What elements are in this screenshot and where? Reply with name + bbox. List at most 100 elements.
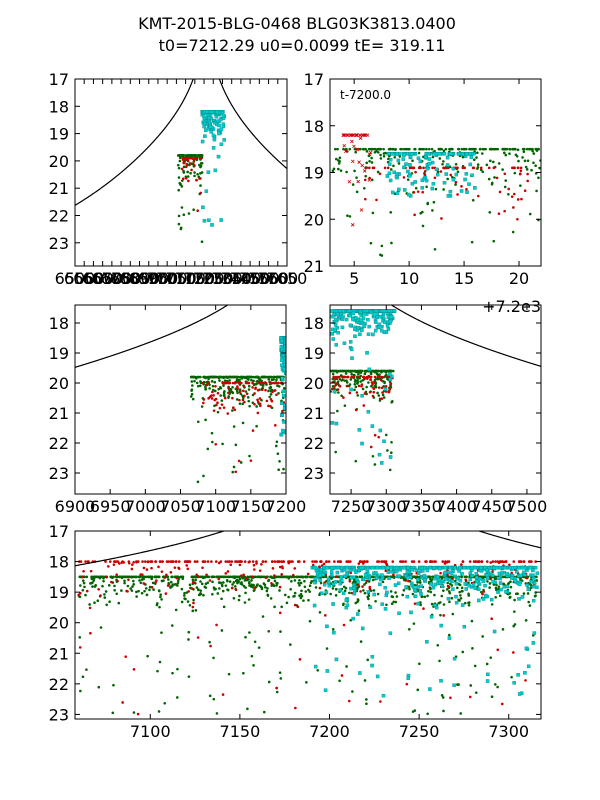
data-point-red xyxy=(368,176,371,180)
data-point-green xyxy=(138,579,141,582)
data-point-cyan xyxy=(470,565,474,570)
data-point-red xyxy=(260,562,263,566)
data-point-cyan xyxy=(462,565,467,570)
data-point-green xyxy=(389,168,393,171)
data-point-green xyxy=(300,594,304,598)
data-point-green xyxy=(150,575,154,579)
data-point-green xyxy=(467,601,470,605)
data-point-cyan xyxy=(338,314,342,319)
data-point-green xyxy=(364,147,367,151)
y-tick-label: 19 xyxy=(49,125,69,144)
data-point-green xyxy=(319,581,323,585)
data-point-cyan xyxy=(424,178,429,183)
data-point-cyan xyxy=(214,115,219,119)
data-point-cyan xyxy=(395,152,399,156)
data-point-green xyxy=(223,379,227,382)
data-point-cyan xyxy=(332,320,337,324)
data-point-cyan xyxy=(371,332,375,337)
x-tick-label: 10 xyxy=(399,269,419,288)
data-point-green xyxy=(388,147,391,151)
x-tick-label: 7450 xyxy=(471,497,512,516)
data-point-cyan xyxy=(524,646,529,651)
data-point-cyan xyxy=(429,582,433,586)
data-point-green xyxy=(353,147,357,151)
data-point-red xyxy=(234,470,238,474)
data-point-green xyxy=(354,459,358,463)
data-point-cyan xyxy=(374,571,378,575)
data-point-cyan xyxy=(340,317,345,321)
data-point-red xyxy=(368,150,373,155)
data-point-cyan xyxy=(348,568,353,573)
data-point-red xyxy=(216,391,220,395)
data-point-red xyxy=(242,573,245,577)
data-point-cyan xyxy=(478,577,482,581)
data-point-green xyxy=(365,161,369,165)
data-point-green xyxy=(135,595,138,598)
data-point-green xyxy=(181,575,185,579)
data-point-red xyxy=(451,577,454,581)
data-point-red xyxy=(278,565,282,569)
data-point-green xyxy=(140,591,144,595)
data-point-cyan xyxy=(486,576,490,580)
data-point-green xyxy=(476,151,479,155)
data-point-green xyxy=(489,159,492,163)
data-point-green xyxy=(407,585,411,589)
data-point-red xyxy=(209,394,213,397)
data-point-cyan xyxy=(358,671,362,675)
data-point-green xyxy=(238,577,242,581)
data-point-green xyxy=(373,384,377,388)
data-point-red xyxy=(154,580,157,584)
data-point-red xyxy=(460,563,463,566)
data-point-green xyxy=(368,159,371,163)
data-point-green xyxy=(278,671,282,674)
data-point-red xyxy=(121,560,124,563)
data-point-green xyxy=(101,575,105,579)
data-point-red xyxy=(271,390,274,394)
x-tick-label: 6950 xyxy=(90,497,131,516)
data-point-red xyxy=(519,169,523,173)
data-point-green xyxy=(179,227,183,231)
data-point-green xyxy=(297,581,300,585)
data-point-cyan xyxy=(345,572,349,576)
data-point-red xyxy=(371,166,375,170)
data-point-green xyxy=(103,593,106,596)
data-point-green xyxy=(459,712,463,715)
data-point-red xyxy=(182,161,186,165)
data-point-green xyxy=(260,398,263,402)
data-point-green xyxy=(441,162,444,166)
data-point-cyan xyxy=(492,629,497,634)
data-point-red xyxy=(392,573,395,577)
data-point-red xyxy=(503,209,506,213)
data-point-green xyxy=(343,379,346,382)
data-point-cyan xyxy=(381,694,386,698)
data-point-red xyxy=(115,573,119,577)
data-point-green xyxy=(454,183,457,186)
data-point-red xyxy=(465,187,468,191)
data-point-green xyxy=(525,147,529,151)
data-point-green xyxy=(481,170,484,174)
data-point-green xyxy=(436,643,440,647)
y-tick-label: 20 xyxy=(49,152,69,171)
data-point-green xyxy=(130,575,134,579)
data-point-red xyxy=(362,169,367,173)
data-point-green xyxy=(232,581,236,584)
data-point-cyan xyxy=(440,579,444,583)
data-point-green xyxy=(508,592,512,595)
data-point-green xyxy=(394,591,397,594)
data-point-red xyxy=(191,605,195,609)
data-point-red xyxy=(237,459,241,463)
data-point-cyan xyxy=(426,152,431,156)
data-point-green xyxy=(266,587,269,590)
data-point-red xyxy=(384,385,388,388)
data-point-cyan xyxy=(401,157,405,161)
data-point-red xyxy=(112,563,116,566)
data-point-red xyxy=(163,576,166,579)
data-point-green xyxy=(481,152,484,155)
x-tick-label: 6950 xyxy=(138,269,179,288)
data-point-red xyxy=(362,560,366,563)
data-point-green xyxy=(81,579,85,582)
data-point-green xyxy=(92,579,96,582)
data-point-red xyxy=(214,560,218,563)
data-point-green xyxy=(180,600,184,604)
data-point-green xyxy=(382,147,385,151)
